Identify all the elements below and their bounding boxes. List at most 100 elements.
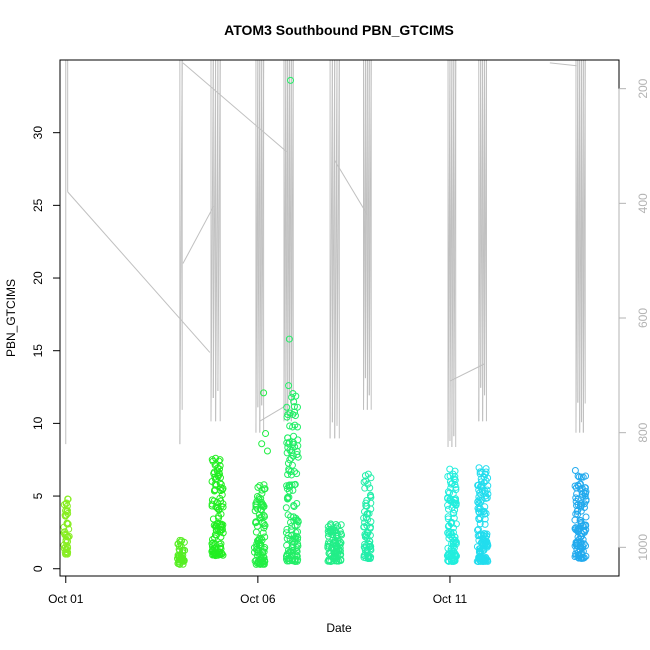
data-point bbox=[180, 557, 188, 565]
data-point bbox=[261, 522, 269, 530]
data-point bbox=[366, 538, 374, 546]
data-point bbox=[367, 492, 375, 500]
data-point bbox=[63, 533, 71, 541]
data-point bbox=[63, 507, 71, 515]
data-point bbox=[284, 493, 292, 501]
data-point bbox=[284, 531, 292, 539]
data-point bbox=[260, 512, 268, 520]
data-point bbox=[572, 538, 580, 546]
data-point bbox=[291, 557, 299, 565]
data-point bbox=[366, 484, 374, 492]
line-series bbox=[65, 60, 586, 448]
data-point bbox=[447, 497, 455, 505]
data-point bbox=[581, 492, 589, 500]
data-point bbox=[475, 536, 483, 544]
data-point bbox=[362, 532, 370, 540]
data-point bbox=[482, 509, 490, 517]
data-point bbox=[255, 539, 263, 547]
data-point-outlier bbox=[285, 440, 293, 448]
data-point bbox=[475, 493, 483, 501]
data-point bbox=[450, 496, 458, 504]
data-point bbox=[474, 504, 482, 512]
data-point bbox=[257, 542, 265, 550]
data-point bbox=[287, 526, 295, 534]
data-point bbox=[208, 543, 216, 551]
data-point bbox=[475, 486, 483, 494]
data-point-outlier bbox=[285, 335, 293, 343]
data-point bbox=[325, 543, 333, 551]
data-point bbox=[363, 496, 371, 504]
y2-tick-label: 800 bbox=[636, 422, 650, 442]
data-point bbox=[286, 548, 294, 556]
data-point bbox=[217, 502, 225, 510]
data-point bbox=[444, 505, 452, 513]
data-point bbox=[256, 556, 264, 564]
data-point bbox=[483, 539, 491, 547]
data-point bbox=[480, 473, 488, 481]
data-point bbox=[451, 499, 459, 507]
y-tick-label: 20 bbox=[31, 271, 45, 285]
data-point bbox=[366, 523, 374, 531]
data-point bbox=[363, 546, 371, 554]
data-point-outlier bbox=[286, 456, 294, 464]
data-point bbox=[326, 527, 334, 535]
data-point bbox=[446, 465, 454, 473]
data-point bbox=[335, 539, 343, 547]
data-point bbox=[285, 555, 293, 563]
data-point bbox=[361, 519, 369, 527]
data-point bbox=[580, 489, 588, 497]
data-point bbox=[176, 538, 184, 546]
data-point bbox=[214, 551, 222, 559]
data-point bbox=[337, 521, 345, 529]
data-point bbox=[364, 470, 372, 478]
data-point-outlier bbox=[288, 393, 296, 401]
data-point bbox=[363, 528, 371, 536]
data-point bbox=[293, 546, 301, 554]
data-point bbox=[572, 498, 580, 506]
data-point bbox=[212, 481, 220, 489]
data-point bbox=[364, 553, 372, 561]
point-series bbox=[60, 76, 590, 568]
data-point bbox=[477, 557, 485, 565]
data-point bbox=[211, 531, 219, 539]
data-point bbox=[574, 527, 582, 535]
y2-tick-label: 600 bbox=[636, 308, 650, 328]
data-point bbox=[213, 503, 221, 511]
data-point bbox=[210, 487, 218, 495]
data-point bbox=[283, 403, 291, 411]
data-point bbox=[451, 536, 459, 544]
data-point bbox=[334, 552, 342, 560]
data-point bbox=[215, 512, 223, 520]
data-point bbox=[577, 473, 585, 481]
data-point bbox=[210, 468, 218, 476]
data-point bbox=[360, 514, 368, 522]
data-point bbox=[576, 545, 584, 553]
data-point bbox=[216, 462, 224, 470]
line-trend bbox=[259, 404, 287, 422]
data-point bbox=[449, 490, 457, 498]
line-trend bbox=[182, 205, 215, 264]
data-point bbox=[449, 470, 457, 478]
data-point bbox=[444, 544, 452, 552]
data-point-outlier bbox=[287, 76, 295, 84]
data-point-outlier bbox=[211, 473, 219, 481]
data-point bbox=[180, 538, 188, 546]
data-point bbox=[330, 539, 338, 547]
data-point bbox=[254, 549, 262, 557]
data-point bbox=[288, 544, 296, 552]
data-point bbox=[444, 551, 452, 559]
x-axis-label: Date bbox=[326, 621, 352, 635]
data-point bbox=[255, 534, 263, 542]
data-point bbox=[579, 527, 587, 535]
data-point bbox=[261, 558, 269, 566]
data-point-outlier bbox=[284, 411, 292, 419]
data-point bbox=[475, 548, 483, 556]
data-point bbox=[252, 518, 260, 526]
data-point bbox=[282, 504, 290, 512]
data-point bbox=[572, 551, 580, 559]
data-point bbox=[63, 546, 71, 554]
data-point bbox=[481, 488, 489, 496]
line-trend bbox=[182, 62, 287, 153]
data-point-outlier bbox=[258, 440, 266, 448]
data-point-outlier bbox=[261, 485, 269, 493]
